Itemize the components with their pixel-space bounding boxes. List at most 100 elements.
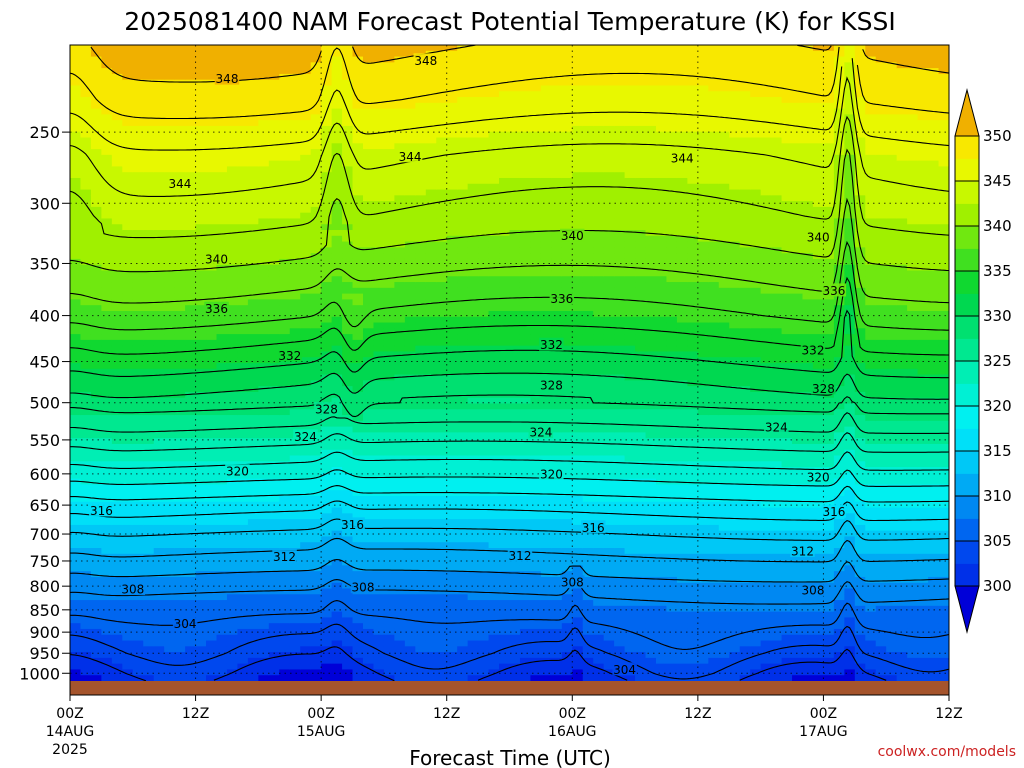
field-cell xyxy=(195,143,207,150)
field-cell xyxy=(70,536,82,543)
field-cell xyxy=(342,380,354,387)
field-cell xyxy=(70,258,82,266)
field-cell xyxy=(122,149,134,156)
field-cell xyxy=(226,322,239,329)
field-cell xyxy=(457,467,469,474)
field-cell xyxy=(101,328,113,335)
field-cell xyxy=(195,206,207,214)
field-cell xyxy=(446,247,458,254)
field-cell xyxy=(279,467,291,474)
field-cell xyxy=(467,68,479,75)
field-cell xyxy=(226,582,239,590)
field-cell xyxy=(404,322,416,329)
field-cell xyxy=(519,484,532,491)
field-cell xyxy=(132,68,144,75)
field-cell xyxy=(247,519,259,526)
field-cell xyxy=(101,166,113,173)
field-cell xyxy=(499,108,511,115)
field-cell xyxy=(519,56,532,63)
field-cell xyxy=(216,490,228,497)
field-cell xyxy=(143,571,155,578)
field-cell xyxy=(499,282,511,289)
field-cell xyxy=(237,56,249,63)
field-cell xyxy=(457,293,469,300)
field-cell xyxy=(279,299,291,306)
field-cell xyxy=(519,524,532,532)
field-cell xyxy=(352,380,364,387)
field-cell xyxy=(519,230,532,237)
field-cell xyxy=(321,576,333,584)
field-cell xyxy=(467,472,479,480)
field-cell xyxy=(331,588,343,595)
field-cell xyxy=(132,339,144,347)
field-cell xyxy=(132,363,144,370)
field-cell xyxy=(174,91,186,98)
field-cell xyxy=(425,102,437,110)
field-cell xyxy=(331,438,343,445)
field-cell xyxy=(258,397,270,405)
field-cell xyxy=(540,212,552,220)
field-cell xyxy=(478,62,490,69)
field-cell xyxy=(404,455,416,462)
field-cell xyxy=(132,137,144,144)
field-cell xyxy=(164,542,176,549)
field-cell xyxy=(185,62,197,69)
field-cell xyxy=(122,386,134,393)
field-cell xyxy=(530,484,542,491)
field-cell xyxy=(331,507,343,514)
field-cell xyxy=(436,345,448,353)
field-cell xyxy=(143,154,155,162)
field-cell xyxy=(499,565,511,572)
field-cell xyxy=(488,206,500,214)
field-cell xyxy=(216,334,228,341)
field-cell xyxy=(185,299,197,306)
field-cell xyxy=(164,472,176,480)
field-cell xyxy=(310,201,322,208)
field-cell xyxy=(488,600,500,607)
field-cell xyxy=(394,206,406,214)
field-cell xyxy=(363,131,375,139)
field-cell xyxy=(174,368,186,376)
field-cell xyxy=(279,409,291,416)
field-cell xyxy=(226,524,239,532)
field-cell xyxy=(300,559,312,566)
field-cell xyxy=(488,576,500,584)
field-cell xyxy=(467,282,479,289)
field-cell xyxy=(499,224,511,231)
field-cell xyxy=(446,368,458,376)
field-cell xyxy=(540,149,552,156)
field-cell xyxy=(530,357,542,364)
field-cell xyxy=(436,218,448,225)
field-cell xyxy=(164,334,176,341)
field-cell xyxy=(90,519,102,526)
field-cell xyxy=(467,640,479,647)
field-cell xyxy=(195,345,207,353)
field-cell xyxy=(425,310,437,318)
field-cell xyxy=(185,91,197,98)
field-cell xyxy=(122,391,134,399)
field-cell xyxy=(425,397,437,405)
field-cell xyxy=(258,68,270,75)
field-cell xyxy=(300,120,312,127)
field-cell xyxy=(499,536,511,543)
field-cell xyxy=(268,230,280,237)
field-cell xyxy=(436,582,448,590)
field-cell xyxy=(206,472,218,480)
field-cell xyxy=(373,391,385,399)
field-cell xyxy=(80,553,92,561)
field-cell xyxy=(499,177,511,185)
field-cell xyxy=(80,120,92,127)
field-cell xyxy=(425,594,437,601)
field-cell xyxy=(226,166,239,173)
field-cell xyxy=(519,542,532,549)
field-cell xyxy=(237,45,249,52)
field-cell xyxy=(415,588,427,595)
field-cell xyxy=(90,536,102,543)
field-cell xyxy=(101,334,113,341)
field-cell xyxy=(478,548,490,555)
field-cell xyxy=(415,542,427,549)
field-cell xyxy=(436,137,448,144)
field-cell xyxy=(509,183,521,191)
field-cell xyxy=(488,426,500,433)
field-cell xyxy=(195,484,207,491)
